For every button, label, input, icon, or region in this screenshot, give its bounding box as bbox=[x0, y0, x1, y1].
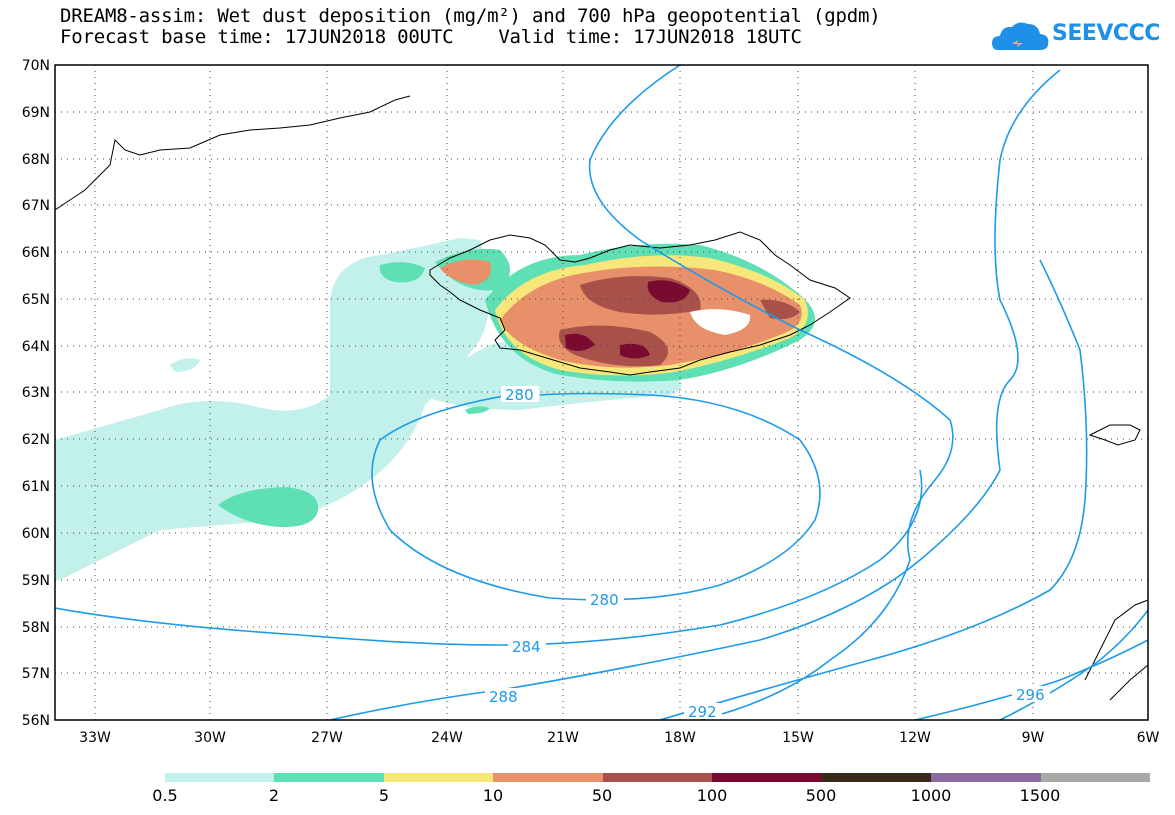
contour-label: 280 bbox=[505, 386, 534, 404]
map-title: DREAM8-assim: Wet dust deposition (mg/m²… bbox=[60, 5, 881, 27]
lon-label: 33W bbox=[79, 730, 111, 746]
lat-label: 66N bbox=[22, 245, 50, 261]
plot-frame bbox=[54, 64, 1149, 721]
legend-label: 100 bbox=[696, 786, 728, 805]
lon-label: 18W bbox=[664, 730, 696, 746]
lat-label: 65N bbox=[22, 292, 50, 308]
lon-label: 12W bbox=[899, 730, 931, 746]
latitude-labels: 70N 69N 68N 67N 66N 65N 64N 63N 62N 61N … bbox=[22, 58, 50, 729]
legend-label: 50 bbox=[591, 786, 613, 805]
lat-label: 70N bbox=[22, 58, 50, 74]
dust-deposition-field bbox=[55, 238, 815, 580]
lat-label: 60N bbox=[22, 526, 50, 542]
contour-label: 292 bbox=[688, 703, 717, 721]
legend-label: 1000 bbox=[910, 786, 952, 805]
legend-label: 5 bbox=[378, 786, 390, 805]
lon-label: 30W bbox=[194, 730, 226, 746]
lat-label: 59N bbox=[22, 573, 50, 589]
legend-swatch bbox=[712, 773, 822, 782]
legend-swatch bbox=[274, 773, 384, 782]
lon-label: 27W bbox=[311, 730, 343, 746]
lat-label: 69N bbox=[22, 105, 50, 121]
geopotential-contours bbox=[55, 65, 1148, 720]
contour-label: 288 bbox=[489, 688, 518, 706]
contour-label: 296 bbox=[1016, 686, 1045, 704]
lat-label: 63N bbox=[22, 385, 50, 401]
contour-label: 280 bbox=[590, 591, 619, 609]
legend-label: 500 bbox=[805, 786, 837, 805]
lat-label: 67N bbox=[22, 198, 50, 214]
legend-label: 10 bbox=[482, 786, 504, 805]
legend-label: 1500 bbox=[1019, 786, 1061, 805]
lon-label: 21W bbox=[547, 730, 579, 746]
lat-label: 57N bbox=[22, 666, 50, 682]
coastlines bbox=[55, 95, 1148, 701]
lat-label: 68N bbox=[22, 152, 50, 168]
legend-swatch bbox=[383, 773, 494, 782]
lat-label: 62N bbox=[22, 432, 50, 448]
legend-label: 0.5 bbox=[152, 786, 178, 805]
legend-label: 2 bbox=[268, 786, 280, 805]
legend-swatch bbox=[931, 773, 1041, 782]
forecast-time-line: Forecast base time: 17JUN2018 00UTC Vali… bbox=[60, 26, 802, 48]
color-legend bbox=[165, 773, 1150, 782]
legend-swatch bbox=[602, 773, 713, 782]
lat-label: 56N bbox=[22, 713, 50, 729]
legend-swatch bbox=[165, 773, 275, 782]
legend-swatch bbox=[493, 773, 603, 782]
lat-label: 61N bbox=[22, 479, 50, 495]
lon-label: 24W bbox=[431, 730, 463, 746]
legend-swatch bbox=[821, 773, 932, 782]
lon-label: 6W bbox=[1137, 730, 1160, 746]
lon-label: 15W bbox=[782, 730, 814, 746]
lat-label: 64N bbox=[22, 339, 50, 355]
legend-swatch bbox=[1040, 773, 1150, 782]
lon-label: 9W bbox=[1022, 730, 1045, 746]
lat-label: 58N bbox=[22, 620, 50, 636]
cloud-icon bbox=[992, 22, 1049, 50]
graticule bbox=[55, 65, 1148, 720]
contour-labels: 280 280 284 288 292 296 bbox=[485, 386, 1050, 721]
longitude-labels: 33W 30W 27W 24W 21W 18W 15W 12W 9W 6W bbox=[79, 730, 1159, 746]
contour-label: 284 bbox=[512, 638, 541, 656]
seevccc-logo: SEEVCCC bbox=[1052, 21, 1160, 46]
